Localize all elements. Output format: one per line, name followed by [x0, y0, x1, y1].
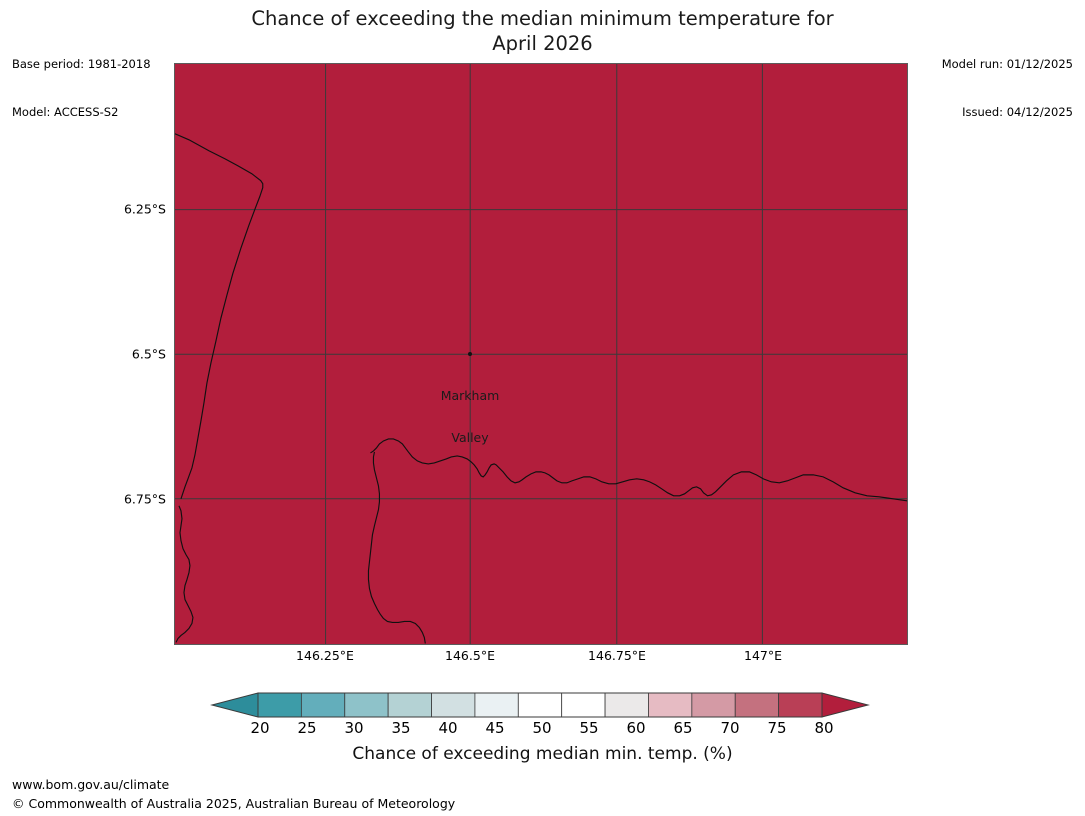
colorbar-tick-11: 75: [767, 719, 787, 737]
colorbar-tick-labels: 20 25 30 35 40 45 50 55 60 65 70 75 80: [210, 719, 870, 739]
colorbar-tick-9: 65: [673, 719, 693, 737]
model-run-label: Model run: 01/12/2025: [941, 57, 1073, 71]
colorbar-tick-5: 45: [485, 719, 505, 737]
map-canvas: [175, 64, 907, 644]
footer-copyright: © Commonwealth of Australia 2025, Austra…: [12, 796, 456, 811]
colorbar-cell-0: [257, 692, 302, 718]
colorbar-tick-1: 25: [297, 719, 317, 737]
issued-label: Issued: 04/12/2025: [962, 105, 1073, 119]
colorbar-tick-7: 55: [579, 719, 599, 737]
colorbar-cell-3: [387, 692, 432, 718]
colorbar[interactable]: [210, 692, 870, 718]
colorbar-cell-2: [344, 692, 389, 718]
x-tick-label-2: 146.75°E: [588, 648, 646, 663]
footer: www.bom.gov.au/climate © Commonwealth of…: [12, 775, 455, 813]
y-tick-label-0: 6.25°S: [123, 201, 166, 217]
colorbar-swatches: [210, 692, 870, 718]
colorbar-tick-12: 80: [814, 719, 834, 737]
map-gridlines: [175, 64, 907, 644]
colorbar-cell-5: [474, 692, 519, 718]
colorbar-extend-high-arrow: [821, 692, 870, 718]
map-plot-area[interactable]: [174, 63, 908, 645]
y-tick-label-2: 6.75°S: [123, 491, 166, 507]
colorbar-cell-10: [691, 692, 736, 718]
map-y-axis: 6.25°S 6.5°S 6.75°S: [94, 63, 166, 645]
model-label: Model: ACCESS-S2: [12, 105, 119, 119]
colorbar-outline: [257, 692, 823, 718]
x-tick-label-1: 146.5°E: [445, 648, 495, 663]
colorbar-cell-8: [604, 692, 649, 718]
colorbar-cell-4: [431, 692, 476, 718]
colorbar-tick-6: 50: [532, 719, 552, 737]
colorbar-cell-7: [561, 692, 606, 718]
page-title-line2: April 2026: [492, 32, 593, 55]
colorbar-cell-1: [300, 692, 346, 718]
y-tick-label-1: 6.5°S: [131, 346, 166, 362]
header-meta-left: Base period: 1981-2018 Model: ACCESS-S2: [12, 24, 151, 136]
footer-url: www.bom.gov.au/climate: [12, 777, 170, 792]
x-tick-label-3: 147°E: [743, 648, 783, 663]
colorbar-tick-8: 60: [626, 719, 646, 737]
colorbar-cell-11: [734, 692, 780, 718]
colorbar-tick-10: 70: [720, 719, 740, 737]
colorbar-extend-low-arrow: [210, 692, 259, 718]
colorbar-cell-6: [517, 692, 563, 718]
place-marker-markham-valley: [468, 352, 472, 356]
base-period-label: Base period: 1981-2018: [12, 57, 151, 71]
coastline-paths: [175, 133, 907, 644]
header-meta-right: Model run: 01/12/2025 Issued: 04/12/2025: [942, 24, 1073, 136]
map-x-axis: 146.25°E 146.5°E 146.75°E 147°E: [174, 648, 908, 670]
colorbar-tick-0: 20: [250, 719, 270, 737]
page-title-line1: Chance of exceeding the median minimum t…: [251, 7, 834, 30]
colorbar-cell-9: [648, 692, 693, 718]
x-tick-label-0: 146.25°E: [296, 648, 354, 663]
page-title: Chance of exceeding the median minimum t…: [0, 6, 1085, 56]
colorbar-tick-3: 35: [391, 719, 411, 737]
colorbar-tick-4: 40: [438, 719, 458, 737]
colorbar-tick-2: 30: [344, 719, 364, 737]
map-container[interactable]: Markham Valley: [174, 63, 908, 645]
colorbar-cell-12: [778, 692, 823, 718]
colorbar-caption: Chance of exceeding median min. temp. (%…: [352, 744, 733, 764]
